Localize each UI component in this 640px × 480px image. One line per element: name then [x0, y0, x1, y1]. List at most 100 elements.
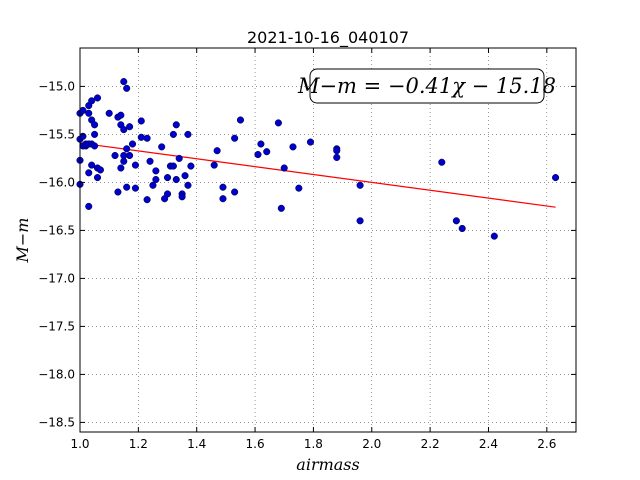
y-tick-label: −15.0	[38, 79, 75, 93]
data-point	[158, 143, 166, 151]
data-point	[96, 166, 104, 174]
data-point	[131, 184, 139, 192]
data-point	[114, 188, 122, 196]
data-point	[79, 106, 87, 114]
data-point	[231, 188, 239, 196]
data-point	[126, 151, 134, 160]
chart-title: 2021-10-16_040107	[247, 28, 409, 48]
fit-line-group	[79, 142, 556, 208]
data-point	[257, 140, 265, 148]
data-point	[356, 217, 364, 225]
y-axis-ticks: −15.0 −15.5 −16.0 −16.5 −17.0 −17.5 −18.0 −18.5	[38, 79, 576, 429]
data-point	[143, 134, 151, 142]
data-point	[172, 175, 180, 184]
data-point	[123, 145, 131, 153]
plot-frame	[79, 47, 577, 433]
fit-line	[79, 142, 556, 208]
data-point	[128, 140, 137, 148]
data-point	[210, 161, 218, 169]
data-point	[93, 94, 102, 102]
equation-annotation: M−m = −0.41χ − 15.18	[297, 74, 556, 98]
y-tick-label: −15.5	[38, 127, 75, 141]
data-point	[85, 109, 93, 117]
x-tick-label: 2.2	[421, 437, 440, 451]
x-tick-label: 2.6	[537, 437, 556, 451]
data-point	[126, 123, 134, 131]
equation-box: M−m = −0.41χ − 15.18	[297, 68, 556, 104]
data-point	[85, 169, 93, 177]
y-tick-label: −17.0	[38, 271, 75, 285]
data-points	[76, 78, 560, 240]
data-point	[111, 151, 119, 160]
data-point	[91, 121, 99, 129]
data-point	[236, 116, 245, 124]
data-point	[163, 190, 172, 198]
data-point	[91, 142, 99, 150]
data-point	[120, 78, 128, 86]
data-point	[187, 162, 195, 170]
data-point	[213, 147, 221, 155]
data-point	[169, 162, 177, 170]
y-tick-label: −18.5	[38, 415, 75, 429]
x-tick-label: 2.4	[479, 437, 498, 451]
y-axis-label: M−m	[13, 218, 32, 264]
x-axis-ticks: 1.0 1.2 1.4 1.6 1.8 2.0 2.2 2.4 2.6	[70, 48, 556, 451]
data-point	[254, 151, 262, 159]
data-point	[452, 217, 460, 225]
data-point	[231, 134, 239, 142]
data-point	[149, 181, 157, 189]
data-point	[105, 109, 113, 117]
data-point	[280, 164, 288, 172]
data-point	[184, 181, 192, 189]
data-point	[152, 167, 160, 175]
data-point	[181, 172, 189, 180]
data-point	[146, 157, 154, 165]
data-point	[120, 126, 128, 134]
x-axis-label: airmass	[296, 455, 359, 474]
data-point	[85, 202, 93, 210]
data-point	[117, 164, 125, 172]
y-tick-label: −16.0	[38, 175, 75, 189]
x-tick-label: 1.0	[70, 437, 89, 451]
data-point	[277, 204, 285, 212]
y-tick-label: −16.5	[38, 223, 75, 237]
data-point	[137, 117, 145, 125]
data-point	[552, 174, 560, 182]
data-point	[458, 224, 466, 233]
data-point	[120, 157, 128, 165]
data-point	[169, 130, 177, 138]
data-point	[438, 158, 446, 166]
data-point	[333, 147, 341, 155]
data-point	[91, 130, 99, 138]
grid-lines	[79, 48, 576, 432]
data-point	[219, 183, 227, 191]
data-point	[175, 154, 183, 162]
data-point	[88, 97, 96, 105]
y-tick-label: −18.0	[38, 367, 75, 381]
data-point	[143, 196, 151, 204]
x-tick-label: 2.0	[362, 437, 381, 451]
data-point	[274, 119, 282, 127]
data-point	[123, 84, 131, 92]
x-tick-label: 1.4	[187, 437, 206, 451]
y-tick-label: −17.5	[38, 319, 75, 333]
x-tick-label: 1.6	[246, 437, 265, 451]
data-point	[295, 184, 303, 192]
data-point	[178, 193, 186, 201]
data-point	[123, 183, 131, 191]
data-point	[490, 232, 498, 240]
data-point	[163, 174, 172, 182]
data-point	[137, 133, 145, 141]
data-point	[289, 143, 297, 151]
data-point	[172, 121, 180, 129]
data-point	[333, 153, 341, 161]
data-point	[356, 181, 364, 189]
x-tick-label: 1.2	[129, 437, 148, 451]
data-point	[152, 175, 160, 184]
data-point	[117, 111, 125, 119]
x-tick-label: 1.8	[304, 437, 323, 451]
data-point	[184, 130, 192, 138]
data-point	[131, 161, 139, 169]
data-point	[88, 161, 96, 169]
